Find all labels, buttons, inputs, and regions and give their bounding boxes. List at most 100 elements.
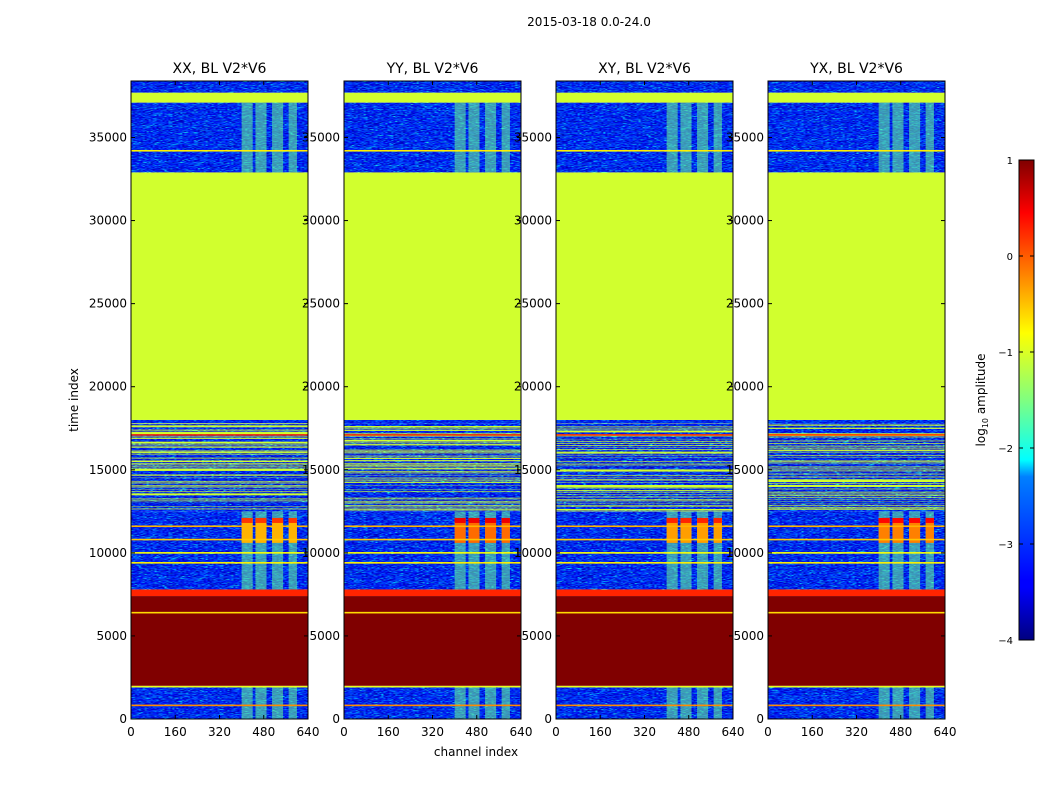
rfi-channel <box>666 687 678 719</box>
flag-line <box>344 562 521 564</box>
y-tick-label: 25000 <box>302 297 340 311</box>
colorbar: 10−1−2−3−4 log10 amplitude <box>974 156 1035 647</box>
y-tick-label: 10000 <box>302 546 340 560</box>
band-flag <box>344 596 521 686</box>
y-tick-label: 15000 <box>89 463 127 477</box>
heatmap-body <box>344 81 521 719</box>
x-tick-label: 480 <box>677 725 700 739</box>
rfi-channel <box>892 687 904 719</box>
rfi-channel <box>241 687 253 719</box>
rfi-burst <box>468 517 480 543</box>
rfi-burst <box>241 517 253 543</box>
panel-3: YX, BL V2*V6 0 160 320 480 640 0 5000 10000 15000… <box>726 61 957 739</box>
x-tick-label: 0 <box>552 725 560 739</box>
flag-line <box>131 434 308 436</box>
flag-line <box>131 552 308 554</box>
colorbar-label-suffix: amplitude <box>974 354 988 418</box>
x-tick-label: 640 <box>297 725 320 739</box>
band-noise <box>556 419 733 424</box>
flag-line <box>131 525 308 528</box>
colorbar-tick-label: −2 <box>998 444 1013 455</box>
rfi-channel <box>241 102 253 173</box>
rfi-channel <box>892 102 904 173</box>
y-tick-label: 30000 <box>302 214 340 228</box>
band-flag <box>556 172 733 420</box>
colorbar-tick-label: −4 <box>998 636 1013 647</box>
y-tick-label: 0 <box>119 712 127 726</box>
x-tick-label: 0 <box>764 725 772 739</box>
rfi-burst <box>713 517 722 543</box>
y-tick-label: 35000 <box>302 130 340 144</box>
y-tick-label: 10000 <box>89 546 127 560</box>
y-tick-label: 20000 <box>302 380 340 394</box>
rfi-channel <box>454 687 466 719</box>
rfi-burst-peak <box>255 517 267 523</box>
rfi-burst-peak <box>454 517 466 523</box>
x-tick-label: 480 <box>889 725 912 739</box>
rfi-channel <box>713 687 722 719</box>
flag-line <box>768 562 945 564</box>
rfi-channel <box>241 511 253 590</box>
band-line <box>556 589 733 597</box>
band-line <box>131 589 308 597</box>
rfi-burst-peak <box>680 517 692 523</box>
rfi-channel <box>288 687 297 719</box>
colorbar-label-sub: 10 <box>981 418 990 428</box>
rfi-burst <box>288 517 297 543</box>
rfi-channel <box>454 102 466 173</box>
band-gap <box>344 685 521 688</box>
band-flag <box>131 172 308 420</box>
rfi-burst-peak <box>925 517 934 523</box>
colorbar-label-prefix: log <box>974 428 988 446</box>
rfi-burst-peak <box>892 517 904 523</box>
figure-suptitle: 2015-03-18 0.0-24.0 <box>527 15 651 29</box>
rfi-channel <box>272 687 284 719</box>
band-gap <box>556 685 733 688</box>
rfi-channel <box>878 102 890 173</box>
flag-line <box>344 704 521 707</box>
flag-line <box>768 538 945 541</box>
rfi-burst <box>666 517 678 543</box>
colorbar-tick-label: −3 <box>998 540 1013 551</box>
rfi-burst <box>925 517 934 543</box>
rfi-burst <box>255 517 267 543</box>
band-flag <box>556 92 733 103</box>
y-tick-label: 30000 <box>726 214 764 228</box>
band-striped <box>768 423 945 512</box>
rfi-channel <box>255 102 267 173</box>
flag-line <box>556 552 733 554</box>
band-flag <box>131 92 308 103</box>
rfi-channel <box>925 687 934 719</box>
rfi-channel <box>892 511 904 590</box>
rfi-burst <box>501 517 510 543</box>
x-tick-label: 0 <box>127 725 135 739</box>
y-tick-label: 15000 <box>726 463 764 477</box>
rfi-channel <box>485 511 497 590</box>
y-tick-label: 20000 <box>514 380 552 394</box>
y-tick-label: 35000 <box>726 130 764 144</box>
y-tick-label: 15000 <box>302 463 340 477</box>
y-tick-label: 15000 <box>514 463 552 477</box>
band-noise <box>131 81 308 93</box>
panel-title: XY, BL V2*V6 <box>598 61 691 77</box>
rfi-burst-peak <box>909 517 921 523</box>
rfi-burst <box>909 517 921 543</box>
heatmap-body <box>556 81 733 719</box>
x-axis-label: channel index <box>434 745 518 759</box>
rfi-burst <box>680 517 692 543</box>
colorbar-label: log10 amplitude <box>974 354 990 447</box>
rfi-channel <box>485 102 497 173</box>
rfi-burst-peak <box>288 517 297 523</box>
rfi-channel <box>501 102 510 173</box>
rfi-channel <box>697 687 709 719</box>
rfi-burst-peak <box>241 517 253 523</box>
flag-line <box>556 434 733 436</box>
x-tick-label: 640 <box>934 725 957 739</box>
flag-line <box>768 525 945 528</box>
panels-group: XX, BL V2*V6 0 160 320 480 640 0 5000 10000 15000… <box>89 61 957 739</box>
y-tick-label: 5000 <box>733 629 764 643</box>
rfi-burst-peak <box>468 517 480 523</box>
y-tick-label: 25000 <box>89 297 127 311</box>
flag-line <box>768 611 945 614</box>
band-noise <box>768 81 945 93</box>
